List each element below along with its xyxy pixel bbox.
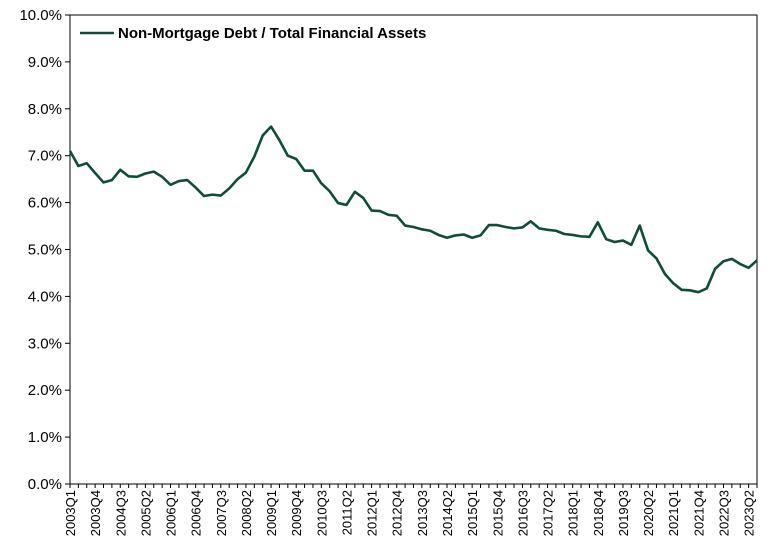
x-axis: 2003Q1 2003Q4 2004Q3 2005Q2 2006Q1 2006Q4 2007… xyxy=(63,484,758,536)
x-tick-label: 2016Q3 xyxy=(515,490,530,536)
y-tick-label: 7.0% xyxy=(28,148,62,165)
legend-label: Non-Mortgage Debt / Total Financial Asse… xyxy=(118,25,426,42)
x-tick-label: 2004Q3 xyxy=(113,490,128,536)
y-tick-label: 4.0% xyxy=(28,288,62,305)
x-tick-label: 2015Q1 xyxy=(465,490,480,536)
x-tick-label: 2003Q1 xyxy=(63,490,78,536)
y-tick-label: 9.0% xyxy=(28,54,62,71)
x-tick-label: 2014Q2 xyxy=(440,490,455,536)
plot-area xyxy=(69,14,758,485)
x-tick-label: 2021Q1 xyxy=(666,490,681,536)
x-tick-label: 2012Q1 xyxy=(365,490,380,536)
x-tick-label: 2005Q2 xyxy=(138,490,153,536)
legend: Non-Mortgage Debt / Total Financial Asse… xyxy=(80,25,426,42)
y-tick-label: 1.0% xyxy=(28,429,62,446)
x-tick-label: 2018Q1 xyxy=(566,490,581,536)
x-tick-label: 2015Q4 xyxy=(490,490,505,536)
x-tick-label: 2011Q2 xyxy=(339,490,354,535)
y-tick-label: 10.0% xyxy=(19,7,62,24)
x-tick-label: 2009Q1 xyxy=(264,490,279,536)
x-tick-label: 2023Q2 xyxy=(742,490,757,536)
x-tick-label: 2010Q3 xyxy=(314,490,329,536)
x-tick-label: 2006Q1 xyxy=(164,490,179,536)
y-tick-label: 8.0% xyxy=(28,101,62,118)
x-tick-label: 2007Q3 xyxy=(214,490,229,536)
x-tick-label: 2022Q3 xyxy=(716,490,731,536)
x-tick-label: 2020Q2 xyxy=(641,490,656,536)
y-tick-label: 3.0% xyxy=(28,335,62,352)
y-tick-label: 0.0% xyxy=(28,476,62,493)
x-tick-label: 2008Q2 xyxy=(239,490,254,536)
x-tick-label: 2013Q3 xyxy=(415,490,430,536)
x-tick-label: 2009Q4 xyxy=(289,490,304,536)
y-tick-label: 6.0% xyxy=(28,195,62,212)
series-line xyxy=(68,125,758,294)
y-tick-label: 5.0% xyxy=(28,242,62,259)
x-tick-label: 2019Q3 xyxy=(616,490,631,536)
x-tick-label: 2017Q2 xyxy=(541,490,556,536)
x-tick-label: 2003Q4 xyxy=(88,490,103,536)
y-tick-label: 2.0% xyxy=(28,382,62,399)
x-tick-label: 2012Q4 xyxy=(390,490,405,536)
x-tick-label: 2018Q4 xyxy=(591,490,606,536)
x-tick-label: 2006Q4 xyxy=(189,490,204,536)
x-tick-label: 2021Q4 xyxy=(691,490,706,536)
y-axis: 0.0% 1.0% 2.0% 3.0% 4.0% 5.0% 6.0% 7.0% 8.0% 9.0%… xyxy=(19,7,70,493)
